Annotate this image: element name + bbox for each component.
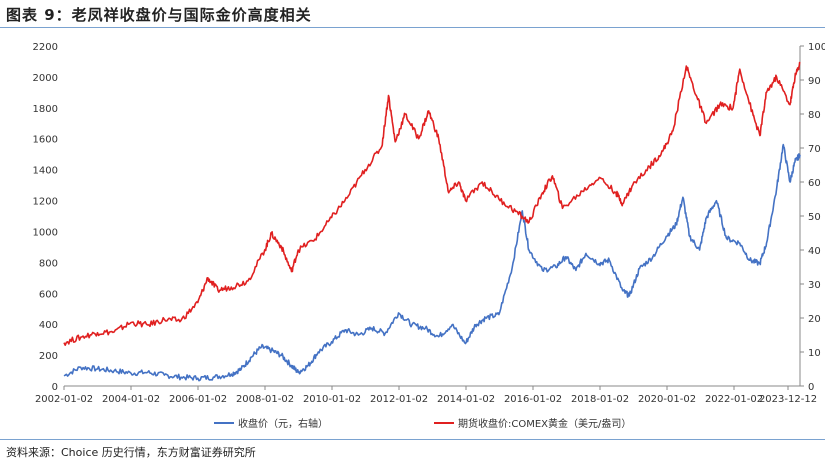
chart-canvas: 0200400600800100012001400160018002000220… bbox=[33, 42, 825, 430]
x-tick-label: 2016-01-02 bbox=[504, 394, 562, 405]
left-tick-label: 800 bbox=[39, 258, 58, 269]
left-tick-label: 1800 bbox=[33, 104, 58, 115]
x-tick-label: 2012-01-02 bbox=[370, 394, 428, 405]
right-axis-ticks: 0 10 20 30 40 50 60 70 80 90 100 bbox=[800, 42, 825, 393]
legend-label-0: 收盘价（元，右轴） bbox=[238, 417, 328, 430]
x-tick-label: 2023-12-12 bbox=[759, 394, 817, 405]
left-tick-label: 2000 bbox=[33, 73, 58, 84]
x-tick-label: 2002-01-02 bbox=[35, 394, 93, 405]
x-tick-label: 2004-01-02 bbox=[102, 394, 160, 405]
right-tick-label: 100 bbox=[808, 42, 825, 53]
x-tick-label: 2014-01-02 bbox=[437, 394, 495, 405]
legend-label-1: 期货收盘价:COMEX黄金（美元/盎司） bbox=[458, 417, 631, 430]
right-tick-label: 80 bbox=[808, 110, 821, 121]
source-note: 资料来源：Choice 历史行情，东方财富证券研究所 bbox=[6, 446, 256, 459]
x-tick-label: 2010-01-02 bbox=[303, 394, 361, 405]
left-tick-label: 2200 bbox=[33, 42, 58, 53]
right-tick-label: 30 bbox=[808, 280, 821, 291]
left-tick-label: 0 bbox=[52, 382, 58, 393]
right-tick-label: 20 bbox=[808, 314, 821, 325]
bottom-divider bbox=[0, 439, 825, 440]
right-tick-label: 60 bbox=[808, 178, 821, 189]
left-tick-label: 1400 bbox=[33, 166, 58, 177]
right-tick-label: 10 bbox=[808, 348, 821, 359]
left-tick-label: 600 bbox=[39, 289, 58, 300]
series-lines bbox=[63, 61, 801, 382]
left-axis-ticks: 0 200 400 600 800 1000 1200 1400 1600 1800 2000 220… bbox=[33, 42, 58, 393]
left-tick-label: 1000 bbox=[33, 227, 58, 238]
x-tick-label: 2006-01-02 bbox=[169, 394, 227, 405]
right-tick-label: 70 bbox=[808, 144, 821, 155]
left-tick-label: 200 bbox=[39, 351, 58, 362]
page-title: 图表 9：老凤祥收盘价与国际金价高度相关 bbox=[6, 6, 312, 24]
left-tick-label: 1600 bbox=[33, 135, 58, 146]
top-divider bbox=[0, 27, 825, 28]
left-tick-label: 400 bbox=[39, 320, 58, 331]
series-line-1 bbox=[63, 61, 801, 347]
x-tick-label: 2022-01-02 bbox=[705, 394, 763, 405]
series-line-0 bbox=[63, 143, 801, 382]
x-tick-label: 2018-01-02 bbox=[571, 394, 629, 405]
left-tick-label: 1200 bbox=[33, 197, 58, 208]
chart-legend: 收盘价（元，右轴） 期货收盘价:COMEX黄金（美元/盎司） bbox=[214, 417, 631, 430]
right-tick-label: 40 bbox=[808, 246, 821, 257]
right-tick-label: 0 bbox=[808, 382, 814, 393]
x-tick-label: 2008-01-02 bbox=[236, 394, 294, 405]
right-tick-label: 90 bbox=[808, 76, 821, 87]
x-axis-ticks: 2002-01-02 2004-01-02 2006-01-02 2008-01-02… bbox=[35, 386, 817, 405]
right-tick-label: 50 bbox=[808, 212, 821, 223]
x-tick-label: 2020-01-02 bbox=[638, 394, 696, 405]
